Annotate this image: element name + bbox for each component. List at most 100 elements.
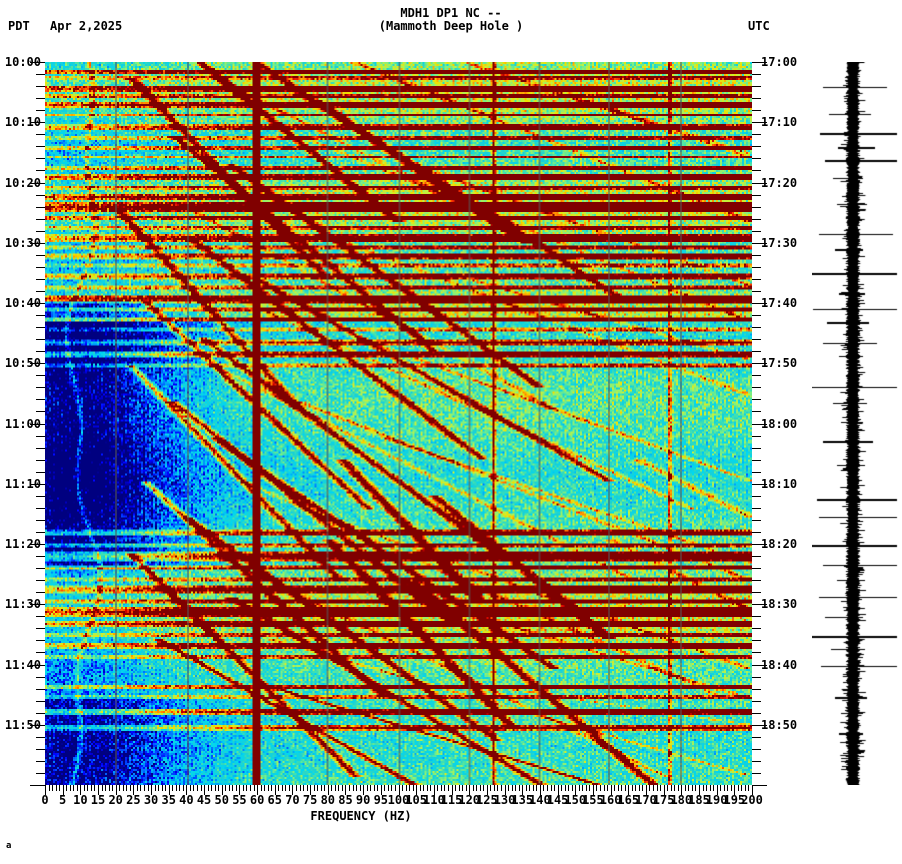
frequency-tick xyxy=(353,785,354,791)
frequency-tick xyxy=(568,785,569,791)
time-tick-local xyxy=(36,628,45,629)
frequency-label: 0 xyxy=(41,793,49,807)
frequency-tick xyxy=(551,785,552,791)
time-tick-utc xyxy=(752,761,761,762)
frequency-tick xyxy=(674,785,675,791)
frequency-label: 10 xyxy=(73,793,88,807)
frequency-label: 100 xyxy=(387,793,410,807)
time-tick-utc xyxy=(752,508,761,509)
time-tick-utc xyxy=(752,183,767,184)
time-tick-utc xyxy=(752,785,767,786)
frequency-tick xyxy=(745,785,746,791)
frequency-tick xyxy=(356,785,357,791)
frequency-label: 175 xyxy=(652,793,675,807)
time-label-local: 10:10 xyxy=(4,115,41,130)
frequency-tick xyxy=(370,785,371,791)
time-tick-local xyxy=(36,508,45,509)
time-tick-local xyxy=(36,351,45,352)
frequency-tick xyxy=(179,785,180,791)
frequency-tick xyxy=(73,785,74,791)
frequency-tick xyxy=(243,785,244,791)
frequency-label: 120 xyxy=(458,793,481,807)
time-label-local: 11:10 xyxy=(4,476,41,491)
frequency-tick xyxy=(162,785,163,791)
frequency-tick xyxy=(413,785,414,791)
frequency-tick xyxy=(667,785,668,791)
time-tick-local xyxy=(36,472,45,473)
time-tick-utc xyxy=(752,604,767,605)
frequency-tick xyxy=(328,785,329,795)
frequency-tick xyxy=(508,785,509,791)
station-title: MDH1 DP1 NC -- xyxy=(400,6,502,20)
frequency-tick xyxy=(87,785,88,791)
frequency-tick xyxy=(395,785,396,791)
frequency-tick xyxy=(589,785,590,791)
frequency-tick xyxy=(225,785,226,791)
time-tick-utc xyxy=(752,243,767,244)
frequency-tick xyxy=(116,785,117,795)
frequency-tick xyxy=(717,785,718,795)
frequency-tick xyxy=(611,785,612,795)
frequency-label: 5 xyxy=(59,793,67,807)
frequency-tick xyxy=(646,785,647,795)
frequency-tick xyxy=(218,785,219,791)
frequency-tick xyxy=(56,785,57,791)
time-tick-utc xyxy=(752,122,767,123)
frequency-tick xyxy=(137,785,138,791)
frequency-tick xyxy=(119,785,120,791)
station-subtitle: (Mammoth Deep Hole ) xyxy=(378,19,524,33)
frequency-axis-title: FREQUENCY (HZ) xyxy=(0,809,902,823)
time-tick-utc xyxy=(752,375,761,376)
time-label-local: 11:00 xyxy=(4,416,41,431)
frequency-tick xyxy=(604,785,605,791)
frequency-label: 160 xyxy=(599,793,622,807)
time-tick-local xyxy=(30,243,45,244)
spectrogram-plot[interactable] xyxy=(45,62,752,785)
frequency-tick xyxy=(201,785,202,791)
frequency-axis-title-text: FREQUENCY (HZ) xyxy=(310,809,412,823)
frequency-tick xyxy=(144,785,145,791)
time-tick-local xyxy=(36,170,45,171)
time-tick-local xyxy=(30,363,45,364)
frequency-tick xyxy=(625,785,626,791)
frequency-tick xyxy=(324,785,325,791)
time-tick-utc xyxy=(752,484,767,485)
time-tick-local xyxy=(36,652,45,653)
frequency-label: 115 xyxy=(440,793,463,807)
time-tick-utc xyxy=(752,62,767,63)
time-tick-utc xyxy=(752,556,761,557)
frequency-tick xyxy=(476,785,477,791)
frequency-tick xyxy=(222,785,223,795)
time-label-utc: 18:00 xyxy=(761,416,798,431)
frequency-tick xyxy=(388,785,389,791)
frequency-tick xyxy=(331,785,332,791)
frequency-tick xyxy=(639,785,640,791)
frequency-tick xyxy=(300,785,301,791)
time-tick-local xyxy=(36,556,45,557)
time-tick-local xyxy=(30,725,45,726)
frequency-tick xyxy=(724,785,725,791)
frequency-tick xyxy=(561,785,562,791)
frequency-tick xyxy=(303,785,304,791)
time-tick-local xyxy=(30,604,45,605)
time-tick-local xyxy=(36,773,45,774)
frequency-tick xyxy=(232,785,233,791)
frequency-tick xyxy=(522,785,523,795)
frequency-label: 185 xyxy=(688,793,710,807)
frequency-tick xyxy=(671,785,672,791)
frequency-tick xyxy=(363,785,364,795)
frequency-tick xyxy=(77,785,78,791)
frequency-tick xyxy=(257,785,258,795)
time-tick-utc xyxy=(752,279,761,280)
time-label-utc: 17:00 xyxy=(761,55,798,69)
frequency-tick xyxy=(409,785,410,791)
frequency-tick xyxy=(681,785,682,795)
frequency-tick xyxy=(406,785,407,791)
frequency-label: 180 xyxy=(670,793,693,807)
time-tick-utc xyxy=(752,580,761,581)
frequency-tick xyxy=(618,785,619,791)
frequency-label: 80 xyxy=(320,793,336,807)
time-tick-utc xyxy=(752,424,767,425)
time-label-local: 10:40 xyxy=(4,296,41,310)
frequency-tick xyxy=(628,785,629,795)
